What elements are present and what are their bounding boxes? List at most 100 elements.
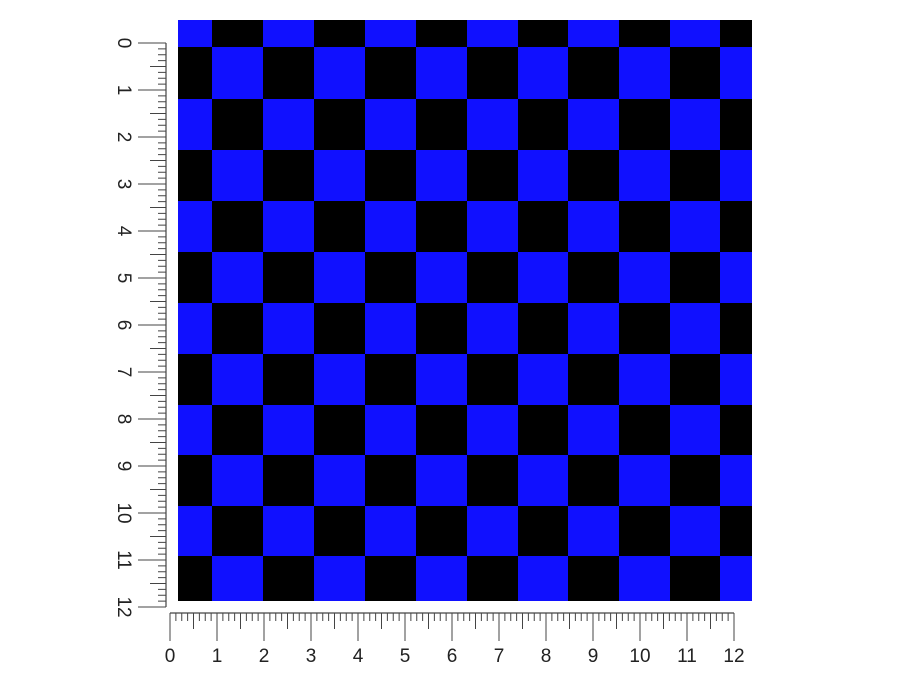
- checker-square: [568, 47, 619, 99]
- checker-square: [720, 99, 752, 150]
- checker-square: [670, 20, 720, 47]
- checker-square: [568, 201, 619, 252]
- checker-square: [518, 506, 568, 556]
- checker-square: [212, 506, 263, 556]
- checker-square: [619, 303, 670, 354]
- checker-square: [568, 20, 619, 47]
- checker-square: [619, 506, 670, 556]
- checker-square: [314, 455, 365, 506]
- checker-square: [720, 455, 752, 506]
- checker-square: [314, 201, 365, 252]
- checker-square: [314, 47, 365, 99]
- checker-square: [314, 99, 365, 150]
- checker-square: [416, 405, 467, 455]
- ruler-label: 11: [113, 550, 134, 570]
- checker-square: [619, 405, 670, 455]
- checker-square: [178, 47, 212, 99]
- ruler-label: 6: [113, 320, 134, 331]
- checker-square: [212, 20, 263, 47]
- checker-square: [720, 556, 752, 601]
- checker-square: [365, 201, 416, 252]
- ruler-label: 2: [113, 132, 134, 143]
- checker-square: [568, 150, 619, 201]
- bottom-ruler: 0 1 2 3 4 5 6 7 8 9 10 11 12: [165, 612, 745, 667]
- checker-square: [263, 201, 314, 252]
- ruler-label: 5: [400, 646, 411, 667]
- ruler-label: 7: [494, 646, 505, 667]
- checker-square: [212, 201, 263, 252]
- ruler-label: 9: [588, 646, 599, 667]
- checker-square: [263, 303, 314, 354]
- ruler-label: 7: [113, 367, 134, 378]
- checker-square: [212, 303, 263, 354]
- checker-square: [568, 99, 619, 150]
- checker-square: [619, 99, 670, 150]
- ruler-label: 8: [541, 646, 552, 667]
- ruler-label: 3: [306, 646, 317, 667]
- checker-square: [720, 47, 752, 99]
- checker-square: [619, 150, 670, 201]
- checker-square: [670, 556, 720, 601]
- ruler-label: 11: [677, 646, 697, 667]
- ruler-label: 1: [212, 646, 223, 667]
- checker-square: [568, 556, 619, 601]
- checker-square: [720, 405, 752, 455]
- checker-square: [416, 354, 467, 405]
- checker-square: [518, 201, 568, 252]
- checker-square: [619, 201, 670, 252]
- checker-square: [568, 455, 619, 506]
- checker-square: [720, 20, 752, 47]
- checker-square: [518, 556, 568, 601]
- checker-square: [619, 20, 670, 47]
- checker-square: [212, 47, 263, 99]
- checker-square: [365, 455, 416, 506]
- checker-square: [467, 506, 518, 556]
- checker-square: [263, 150, 314, 201]
- checker-square: [670, 252, 720, 303]
- checker-square: [720, 201, 752, 252]
- checker-square: [568, 405, 619, 455]
- ruler-label: 9: [113, 461, 134, 472]
- checker-square: [178, 150, 212, 201]
- checker-square: [365, 47, 416, 99]
- checker-square: [212, 99, 263, 150]
- checker-square: [314, 556, 365, 601]
- checker-square: [365, 150, 416, 201]
- checker-square: [212, 354, 263, 405]
- checker-square: [263, 99, 314, 150]
- checker-square: [619, 252, 670, 303]
- checker-square: [365, 506, 416, 556]
- checkerboard-swatch: [178, 20, 752, 601]
- ruler-label: 8: [113, 414, 134, 425]
- checker-square: [670, 99, 720, 150]
- ruler-label: 0: [113, 38, 134, 49]
- checker-square: [467, 201, 518, 252]
- checker-square: [416, 150, 467, 201]
- checker-square: [467, 20, 518, 47]
- checker-square: [263, 405, 314, 455]
- checker-square: [670, 506, 720, 556]
- checker-square: [416, 20, 467, 47]
- checker-square: [568, 354, 619, 405]
- checker-square: [263, 20, 314, 47]
- ruler-label: 12: [723, 646, 744, 667]
- checker-square: [178, 455, 212, 506]
- checker-square: [314, 150, 365, 201]
- checker-square: [212, 455, 263, 506]
- checker-square: [263, 506, 314, 556]
- checker-square: [518, 150, 568, 201]
- checker-square: [416, 506, 467, 556]
- checker-square: [314, 354, 365, 405]
- checker-square: [314, 303, 365, 354]
- checker-square: [720, 252, 752, 303]
- checker-square: [467, 354, 518, 405]
- ruler-label: 10: [629, 646, 650, 667]
- checker-square: [212, 405, 263, 455]
- checker-square: [263, 556, 314, 601]
- checker-square: [416, 99, 467, 150]
- ruler-label: 3: [113, 179, 134, 190]
- ruler-label: 12: [113, 596, 134, 617]
